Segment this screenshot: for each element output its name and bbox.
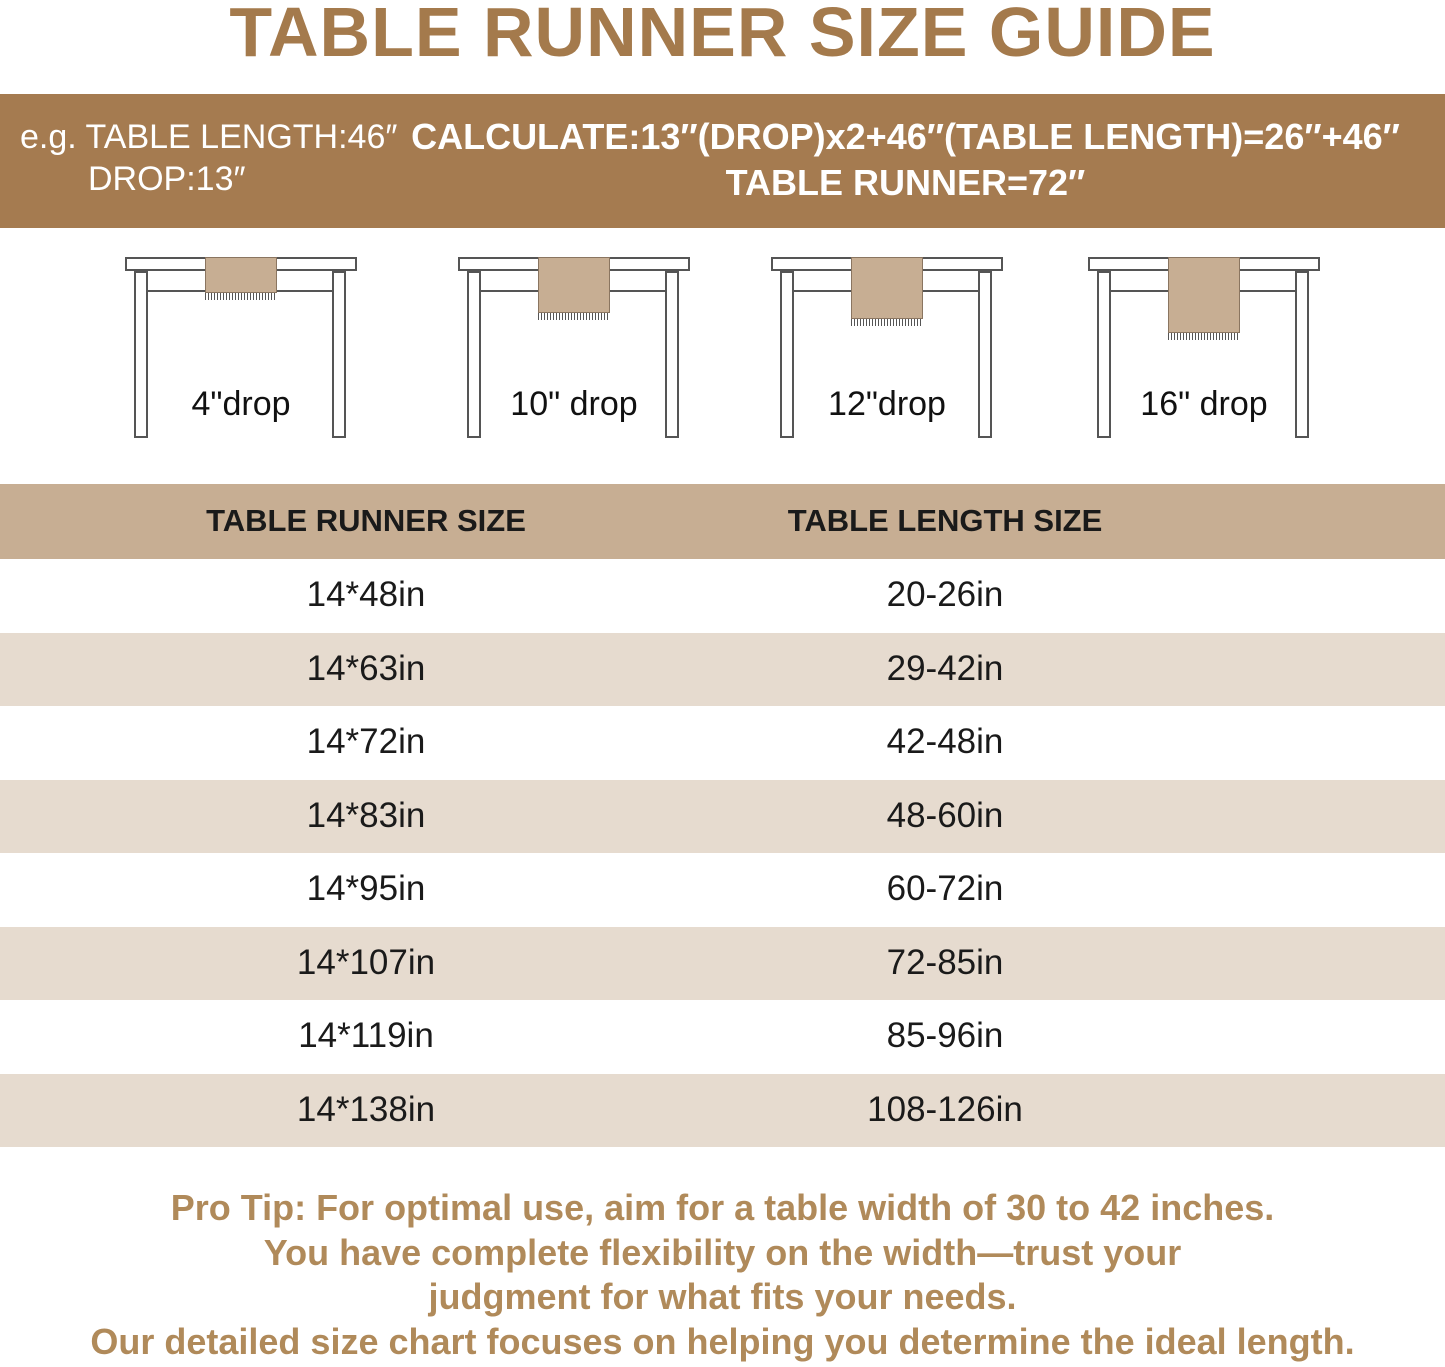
table-leg	[467, 271, 481, 438]
pro-tip: Pro Tip: For optimal use, aim for a tabl…	[0, 1186, 1445, 1364]
drop-label: 12"drop	[828, 385, 946, 423]
table-length: 60-72in	[886, 869, 1004, 908]
table-diagram: 12"drop	[771, 250, 1003, 450]
table-length: 29-42in	[886, 648, 1004, 688]
page-title: TABLE RUNNER SIZE GUIDE	[229, 0, 1216, 71]
runner-size: 14*138in	[296, 1089, 436, 1129]
drop-label: 4"drop	[191, 385, 291, 423]
table-row: 14*95in 60-72in	[0, 853, 1445, 927]
calculation-result: TABLE RUNNER=72″	[725, 162, 1086, 203]
calculation-formula: CALCULATE:13″(DROP)x2+46″(TABLE LENGTH)=…	[411, 116, 1400, 157]
table-diagram: 4"drop	[125, 250, 357, 450]
table-leg	[332, 271, 346, 438]
table-leg	[665, 271, 679, 438]
table-length: 42-48in	[886, 722, 1004, 761]
runner-drop	[1168, 257, 1240, 333]
table-row: 14*48in 20-26in	[0, 559, 1445, 633]
table-leg	[780, 271, 794, 438]
runner-fringe	[851, 319, 923, 326]
runner-size: 14*48in	[306, 575, 426, 614]
table-diagram: 16" drop	[1088, 250, 1320, 450]
example-banner: e.g. TABLE LENGTH:46″ DROP:13″ CALCULATE…	[0, 94, 1445, 228]
table-row: 14*119in 85-96in	[0, 1000, 1445, 1074]
runner-drop	[205, 257, 277, 293]
runner-size: 14*63in	[306, 648, 426, 688]
runner-drop	[538, 257, 610, 313]
header-runner-size: TABLE RUNNER SIZE	[206, 503, 526, 538]
runner-size: 14*95in	[306, 869, 426, 908]
example-inputs: e.g. TABLE LENGTH:46″ DROP:13″	[20, 116, 397, 200]
runner-size: 14*107in	[296, 942, 436, 982]
table-row: 14*63in 29-42in	[0, 632, 1445, 706]
table-length: 108-126in	[867, 1089, 1023, 1129]
table-row: 14*138in 108-126in	[0, 1073, 1445, 1147]
drop-label: 16" drop	[1140, 385, 1268, 423]
table-length: 48-60in	[886, 795, 1004, 835]
table-diagram: 10" drop	[458, 250, 690, 450]
tip-line: judgment for what fits your needs.	[428, 1276, 1017, 1317]
table-leg	[1295, 271, 1309, 438]
tip-line: Pro Tip: For optimal use, aim for a tabl…	[170, 1187, 1275, 1228]
runner-size: 14*72in	[306, 722, 426, 761]
table-leg	[978, 271, 992, 438]
table-leg	[1097, 271, 1111, 438]
tip-line: Our detailed size chart focuses on helpi…	[90, 1320, 1355, 1362]
runner-drop	[851, 257, 923, 319]
example-calculation: CALCULATE:13″(DROP)x2+46″(TABLE LENGTH)=…	[398, 114, 1413, 206]
table-row: 14*83in 48-60in	[0, 779, 1445, 853]
table-row: 14*107in 72-85in	[0, 926, 1445, 1000]
table-length: 85-96in	[886, 1016, 1004, 1055]
table-leg	[134, 271, 148, 438]
size-table-header: TABLE RUNNER SIZE TABLE LENGTH SIZE	[0, 484, 1445, 559]
runner-fringe	[205, 293, 277, 300]
example-drop: DROP:13″	[88, 160, 246, 198]
runner-size: 14*83in	[306, 795, 426, 835]
table-length: 20-26in	[886, 575, 1004, 614]
header-table-length: TABLE LENGTH SIZE	[787, 503, 1103, 538]
table-length: 72-85in	[886, 942, 1004, 982]
example-table-length: e.g. TABLE LENGTH:46″	[20, 118, 398, 156]
runner-fringe	[538, 313, 610, 320]
drop-label: 10" drop	[510, 385, 638, 423]
runner-fringe	[1168, 333, 1240, 340]
table-row: 14*72in 42-48in	[0, 706, 1445, 780]
runner-size: 14*119in	[298, 1016, 434, 1055]
tip-line: You have complete flexibility on the wid…	[263, 1231, 1182, 1273]
